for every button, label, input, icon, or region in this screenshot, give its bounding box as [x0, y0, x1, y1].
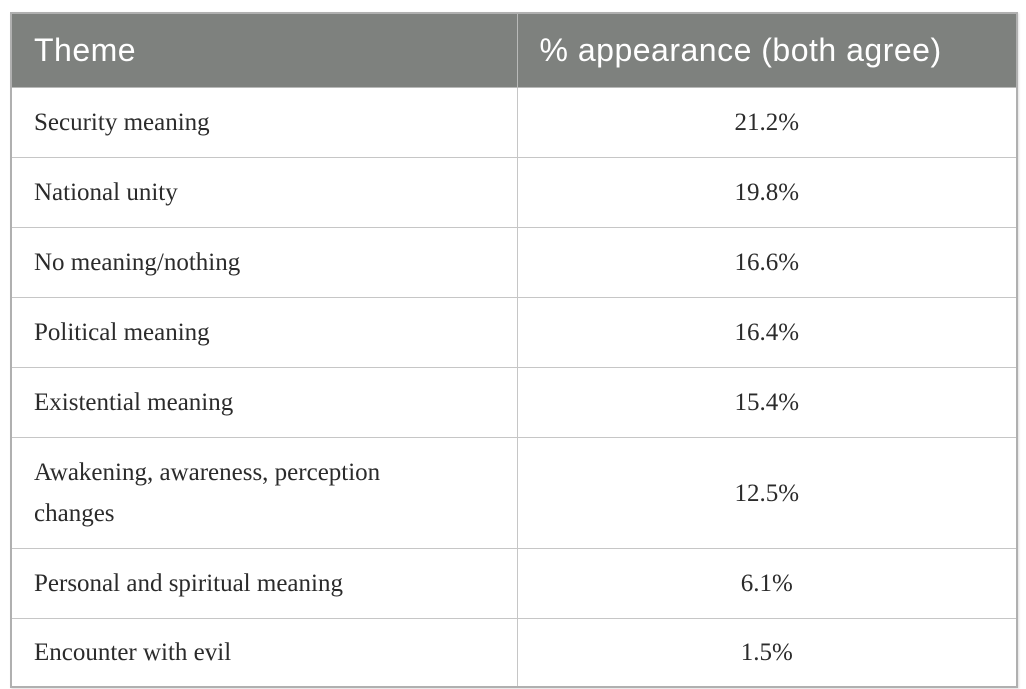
- theme-cell: Security meaning: [10, 87, 518, 158]
- table-row: Security meaning 21.2%: [10, 87, 1018, 158]
- value-cell: 19.8%: [516, 157, 1018, 228]
- value-cell: 16.4%: [516, 297, 1018, 368]
- theme-cell: Awakening, awareness, perception changes: [10, 437, 518, 549]
- theme-cell: National unity: [10, 157, 518, 228]
- value-cell: 15.4%: [516, 367, 1018, 438]
- table-row: Encounter with evil 1.5%: [10, 618, 1018, 688]
- column-header-theme: Theme: [10, 12, 518, 88]
- theme-cell: Personal and spiritual meaning: [10, 548, 518, 619]
- value-cell: 16.6%: [516, 227, 1018, 298]
- value-cell: 12.5%: [516, 437, 1018, 549]
- table-row: Existential meaning 15.4%: [10, 367, 1018, 438]
- header-row: Theme % appearance (both agree): [10, 12, 1018, 88]
- table-row: Awakening, awareness, perception changes…: [10, 437, 1018, 549]
- value-cell: 21.2%: [516, 87, 1018, 158]
- theme-cell: No meaning/nothing: [10, 227, 518, 298]
- theme-cell: Political meaning: [10, 297, 518, 368]
- value-cell: 6.1%: [516, 548, 1018, 619]
- table-row: National unity 19.8%: [10, 157, 1018, 228]
- table-row: Personal and spiritual meaning 6.1%: [10, 548, 1018, 619]
- table-row: No meaning/nothing 16.6%: [10, 227, 1018, 298]
- value-cell: 1.5%: [516, 618, 1018, 688]
- themes-table: Theme % appearance (both agree) Security…: [10, 12, 1018, 688]
- table-row: Political meaning 16.4%: [10, 297, 1018, 368]
- column-header-percentage: % appearance (both agree): [516, 12, 1018, 88]
- theme-cell: Encounter with evil: [10, 618, 518, 688]
- theme-cell: Existential meaning: [10, 367, 518, 438]
